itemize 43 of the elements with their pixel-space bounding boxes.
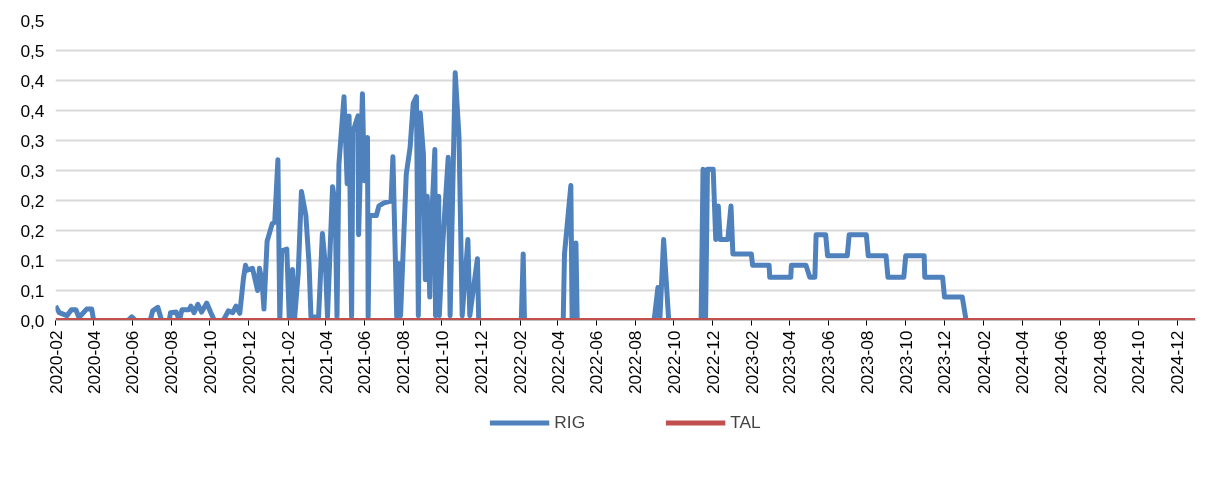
- x-tick-label: 2022-06: [586, 330, 607, 395]
- y-tick-label: 0,5: [20, 10, 45, 31]
- x-tick-label: 2022-08: [625, 330, 646, 395]
- x-tick-label: 2023-06: [818, 330, 839, 395]
- x-tick-label: 2024-10: [1128, 330, 1149, 395]
- y-tick-label: 0,2: [20, 220, 45, 241]
- y-tick-label: 0,3: [20, 160, 45, 181]
- y-tick-label: 0,4: [20, 100, 45, 121]
- x-tick-label: 2021-08: [393, 330, 414, 395]
- x-tick-label: 2024-04: [1012, 330, 1033, 395]
- x-tick-label: 2024-02: [973, 330, 994, 395]
- x-tick-label: 2024-06: [1050, 330, 1071, 395]
- y-tick-label: 0,2: [20, 190, 45, 211]
- x-tick-label: 2021-12: [470, 330, 491, 395]
- x-tick-label: 2023-12: [934, 330, 955, 395]
- x-tick-label: 2023-10: [895, 330, 916, 395]
- x-tick-label: 2021-04: [315, 330, 336, 395]
- y-tick-label: 0,5: [20, 40, 45, 61]
- x-tick-label: 2022-10: [663, 330, 684, 395]
- legend-label: RIG: [554, 411, 586, 433]
- y-tick-label: 0,1: [20, 250, 45, 271]
- x-tick-label: 2024-12: [1167, 330, 1188, 395]
- x-tick-label: 2020-12: [238, 330, 259, 395]
- x-tick-label: 2021-02: [278, 330, 299, 395]
- x-tick-label: 2020-02: [45, 330, 66, 395]
- y-tick-label: 0,3: [20, 130, 45, 151]
- x-tick-label: 2024-08: [1089, 330, 1110, 395]
- x-tick-label: 2023-04: [779, 330, 800, 395]
- x-tick-label: 2020-04: [83, 330, 104, 395]
- x-tick-label: 2022-04: [547, 330, 568, 395]
- y-tick-label: 0,1: [20, 280, 45, 301]
- x-tick-label: 2021-06: [354, 330, 375, 395]
- x-tick-label: 2021-10: [431, 330, 452, 395]
- x-tick-label: 2020-10: [199, 330, 220, 395]
- y-tick-label: 0,0: [20, 310, 45, 331]
- x-tick-label: 2023-08: [856, 330, 877, 395]
- x-tick-label: 2023-02: [741, 330, 762, 395]
- y-tick-label: 0,4: [20, 70, 45, 91]
- x-tick-label: 2022-02: [510, 330, 531, 395]
- x-tick-label: 2020-06: [122, 330, 143, 395]
- legend-label: TAL: [730, 411, 761, 433]
- x-tick-label: 2020-08: [161, 330, 182, 395]
- x-tick-label: 2022-12: [702, 330, 723, 395]
